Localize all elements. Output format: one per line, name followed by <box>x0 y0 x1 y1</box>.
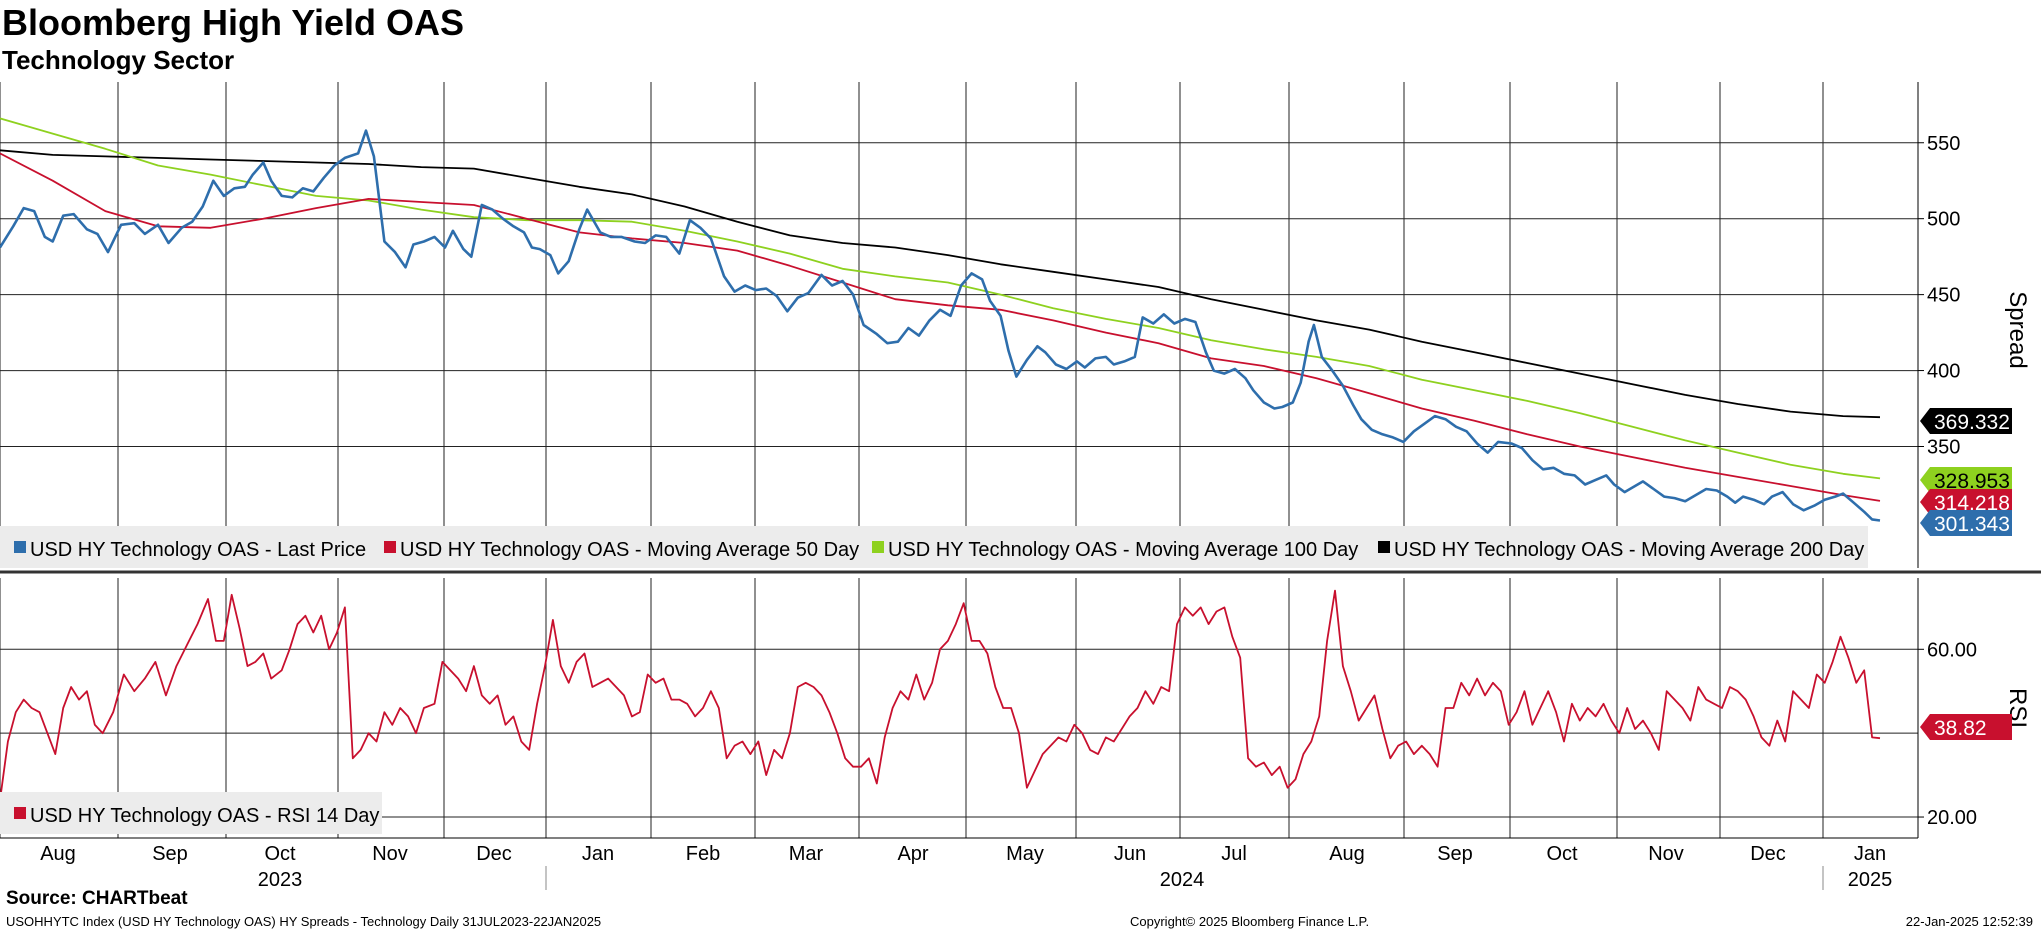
rsi-tick-label: 60.00 <box>1927 639 1977 661</box>
upper-series <box>0 117 1881 522</box>
legend-swatch <box>14 541 26 553</box>
legend-swatch <box>14 807 26 819</box>
tag-last-price-bg <box>1920 510 2012 536</box>
x-month-label: Sep <box>152 843 188 865</box>
x-month-label: Aug <box>1329 843 1365 865</box>
legend-label: USD HY Technology OAS - Moving Average 1… <box>888 539 1358 561</box>
legend-label: USD HY Technology OAS - Moving Average 2… <box>1394 539 1864 561</box>
x-year-label: 2025 <box>1848 869 1893 891</box>
x-month-label: May <box>1006 843 1044 865</box>
legend-label: USD HY Technology OAS - Last Price <box>30 539 366 561</box>
x-year-label: 2024 <box>1160 869 1205 891</box>
tag-ma50: 314.218 <box>1934 492 2010 515</box>
x-month-label: Nov <box>372 843 408 865</box>
x-month-label: Mar <box>789 843 824 865</box>
x-month-label: Aug <box>40 843 76 865</box>
x-month-label: Jan <box>1854 843 1886 865</box>
series-line <box>0 129 1881 522</box>
source-note: Source: CHARTbeat <box>6 888 188 909</box>
tag-rsi-bg <box>1920 714 2012 740</box>
legends: USD HY Technology OAS - Last Price USD HY… <box>0 526 1868 834</box>
lower-series <box>0 589 1881 801</box>
spread-tick-label: 450 <box>1927 285 1960 307</box>
x-month-label: Jun <box>1114 843 1146 865</box>
upper-gridlines <box>0 82 1919 568</box>
spread-axis-title: Spread <box>2004 291 2031 368</box>
x-month-label: Oct <box>1546 843 1578 865</box>
legend-label: USD HY Technology OAS - Moving Average 5… <box>400 539 859 561</box>
x-month-label: Oct <box>264 843 296 865</box>
rsi-tick-label: 20.00 <box>1927 807 1977 829</box>
footer-index-info: USOHHYTC Index (USD HY Technology OAS) H… <box>6 914 602 929</box>
chart-subtitle: Technology Sector <box>2 45 235 75</box>
legend-label: USD HY Technology OAS - RSI 14 Day <box>30 805 379 827</box>
spread-tick-label: 500 <box>1927 209 1960 231</box>
tag-ma100-bg <box>1920 467 2012 493</box>
series-line <box>0 589 1881 801</box>
legend-swatch <box>1378 541 1390 553</box>
lower-legend-box <box>0 792 382 834</box>
x-month-label: Apr <box>897 843 928 865</box>
footer-copyright: Copyright© 2025 Bloomberg Finance L.P. <box>1130 914 1370 929</box>
upper-legend-box <box>0 526 1868 568</box>
chart-title: Bloomberg High Yield OAS <box>2 2 465 43</box>
x-month-label: Dec <box>476 843 512 865</box>
x-month-label: Nov <box>1648 843 1684 865</box>
footer-timestamp: 22-Jan-2025 12:52:39 <box>1905 914 2033 929</box>
series-line <box>0 117 1881 480</box>
spread-tick-label: 350 <box>1927 437 1960 459</box>
tag-rsi: 38.82 <box>1934 717 1987 740</box>
series-line <box>0 149 1881 419</box>
x-month-label: Jul <box>1221 843 1247 865</box>
tag-ma50-bg <box>1920 489 2012 515</box>
tag-last-price: 301.343 <box>1934 513 2010 536</box>
x-month-label: Dec <box>1750 843 1786 865</box>
legend-swatch <box>384 541 396 553</box>
tag-ma100: 328.953 <box>1934 470 2010 493</box>
legend-swatch <box>872 541 884 553</box>
x-month-label: Feb <box>686 843 720 865</box>
x-month-label: Sep <box>1437 843 1473 865</box>
spread-tick-label: 550 <box>1927 133 1960 155</box>
tag-ma200-bg <box>1920 408 2012 434</box>
tag-ma200: 369.332 <box>1934 411 2010 434</box>
x-month-label: Jan <box>582 843 614 865</box>
series-line <box>0 152 1881 502</box>
spread-tick-label: 400 <box>1927 361 1960 383</box>
x-year-label: 2023 <box>258 869 303 891</box>
